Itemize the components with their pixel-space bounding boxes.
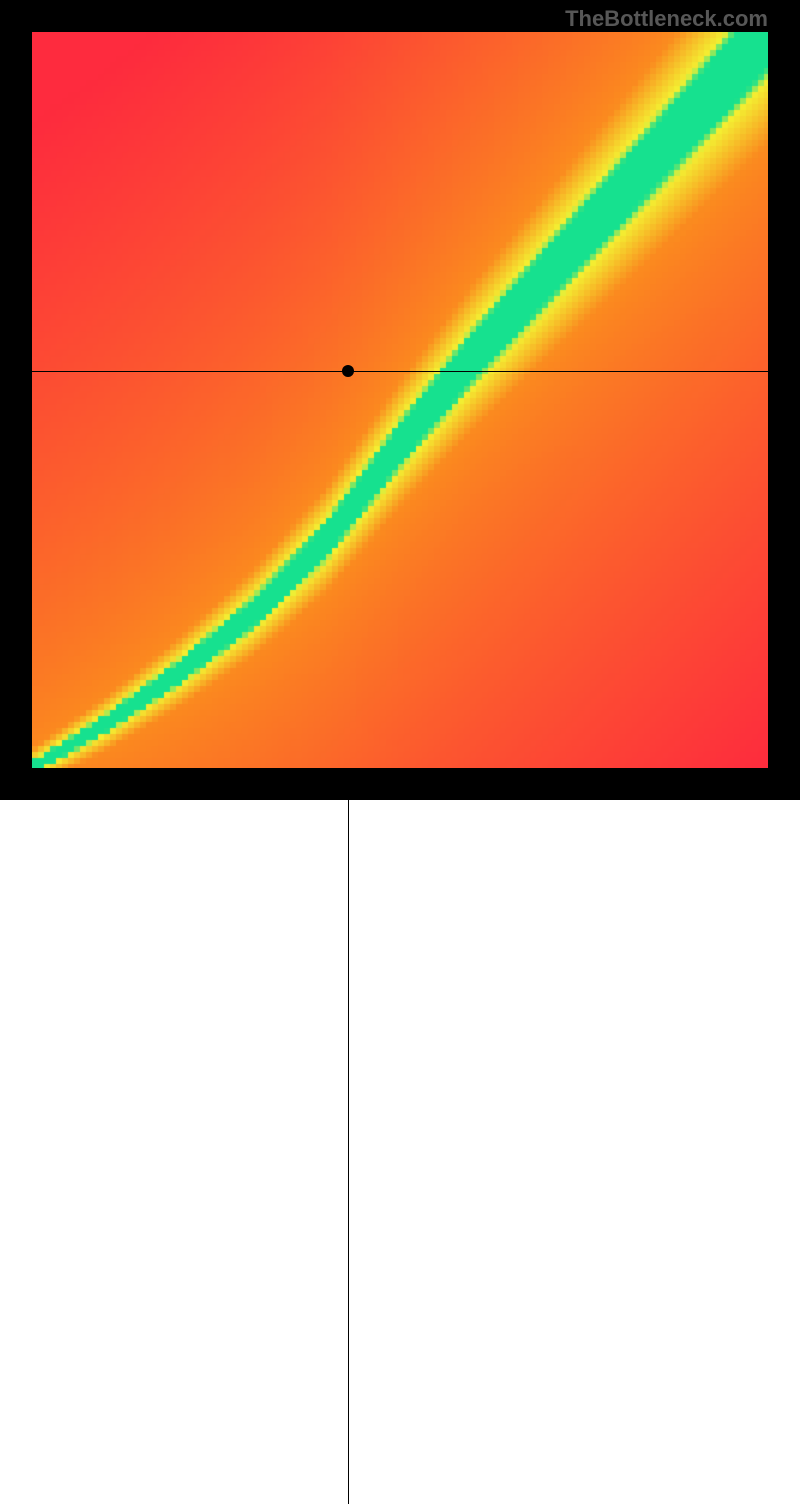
- crosshair-vertical: [348, 768, 349, 1504]
- crosshair-horizontal: [32, 371, 768, 372]
- outer-frame: TheBottleneck.com: [0, 0, 800, 800]
- plot-area: [32, 32, 768, 768]
- watermark-text: TheBottleneck.com: [565, 6, 768, 32]
- crosshair-marker: [342, 365, 354, 377]
- heatmap-canvas: [32, 32, 768, 768]
